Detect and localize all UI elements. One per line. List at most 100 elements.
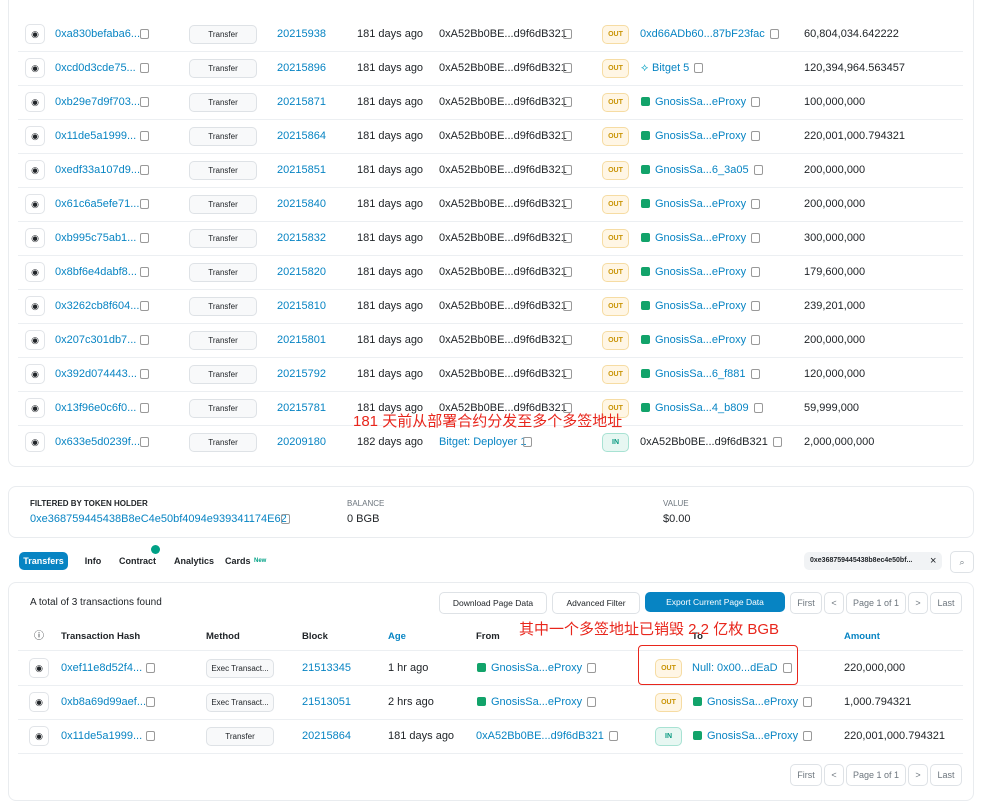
tx-hash[interactable]: 0x3262cb8f604... xyxy=(55,300,140,312)
from[interactable]: GnosisSa...eProxy xyxy=(491,662,583,674)
to[interactable]: GnosisSa...eProxy xyxy=(707,730,799,742)
pager-prev[interactable]: < xyxy=(824,592,844,614)
export-button[interactable]: Export Current Page Data xyxy=(645,592,785,612)
row-divider xyxy=(18,289,963,290)
block[interactable]: 20215864 xyxy=(277,130,326,142)
block[interactable]: 20215781 xyxy=(277,402,326,414)
copy-icon xyxy=(140,335,149,345)
search-button[interactable]: ⌕ xyxy=(950,551,974,573)
direction-badge: OUT xyxy=(602,25,629,44)
advanced-filter[interactable]: Advanced Filter xyxy=(552,592,640,614)
block[interactable]: 20215832 xyxy=(277,232,326,244)
download-button[interactable]: Download Page Data xyxy=(439,592,547,614)
view-button[interactable]: ◉ xyxy=(25,92,45,112)
view-button[interactable]: ◉ xyxy=(29,658,49,678)
tx-hash[interactable]: 0x11de5a1999... xyxy=(55,130,137,142)
pager-next[interactable]: > xyxy=(908,592,928,614)
to[interactable]: GnosisSa...eProxy xyxy=(655,96,747,108)
block[interactable]: 20215820 xyxy=(277,266,326,278)
to[interactable]: GnosisSa...eProxy xyxy=(655,300,747,312)
search-chip[interactable]: 0xe368759445438b8ec4e50bf... xyxy=(804,552,942,570)
to[interactable]: GnosisSa...eProxy xyxy=(707,696,799,708)
block[interactable]: 20215840 xyxy=(277,198,326,210)
view-button[interactable]: ◉ xyxy=(25,160,45,180)
copy-icon xyxy=(803,731,812,741)
direction-badge: OUT xyxy=(602,59,629,78)
block[interactable]: 21513051 xyxy=(302,696,351,708)
tx-hash[interactable]: 0x8bf6e4dabf8... xyxy=(55,266,137,278)
tx-hash[interactable]: 0x207c301db7... xyxy=(55,334,137,346)
to[interactable]: GnosisSa...6_3a05 xyxy=(655,164,749,176)
view-button[interactable]: ◉ xyxy=(25,330,45,350)
copy-icon xyxy=(563,301,572,311)
tx-hash[interactable]: 0x61c6a5efe71... xyxy=(55,198,140,210)
tx-hash[interactable]: 0xb995c75ab1... xyxy=(55,232,137,244)
view-button[interactable]: ◉ xyxy=(25,194,45,214)
view-button[interactable]: ◉ xyxy=(25,58,45,78)
tab[interactable]: Contract xyxy=(116,552,159,570)
tx-hash[interactable]: 0xb8a69d99aef... xyxy=(61,696,147,708)
row-divider xyxy=(18,753,963,754)
view-button[interactable]: ◉ xyxy=(25,228,45,248)
from[interactable]: 0xA52Bb0BE...d9f6dB321 xyxy=(476,730,604,742)
view-button[interactable]: ◉ xyxy=(25,398,45,418)
direction-badge: OUT xyxy=(602,263,629,282)
view-button[interactable]: ◉ xyxy=(25,296,45,316)
view-button[interactable]: ◉ xyxy=(29,692,49,712)
tab[interactable]: Transfers xyxy=(19,552,68,570)
to[interactable]: GnosisSa...4_b809 xyxy=(655,402,749,414)
from[interactable]: GnosisSa...eProxy xyxy=(491,696,583,708)
tx-hash[interactable]: 0xedf33a107d9... xyxy=(55,164,141,176)
to[interactable]: Bitget 5 xyxy=(652,62,690,74)
footer-pager-last[interactable]: Last xyxy=(930,764,962,786)
to[interactable]: GnosisSa...eProxy xyxy=(655,334,747,346)
block[interactable]: 20215810 xyxy=(277,300,326,312)
tx-hash[interactable]: 0xb29e7d9f703... xyxy=(55,96,141,108)
view-button[interactable]: ◉ xyxy=(25,432,45,452)
block[interactable]: 20215938 xyxy=(277,28,326,40)
view-button[interactable]: ◉ xyxy=(29,726,49,746)
check-icon xyxy=(151,545,160,554)
to[interactable]: GnosisSa...eProxy xyxy=(655,130,747,142)
to[interactable]: GnosisSa...eProxy xyxy=(655,266,747,278)
tx-hash[interactable]: 0x13f96e0c6f0... xyxy=(55,402,137,414)
block[interactable]: 20215792 xyxy=(277,368,326,380)
view-button[interactable]: ◉ xyxy=(25,126,45,146)
to[interactable]: Null: 0x00...dEaD xyxy=(692,662,778,674)
to[interactable]: GnosisSa...eProxy xyxy=(655,198,747,210)
tx-hash[interactable]: 0xef11e8d52f4... xyxy=(61,662,143,674)
tab[interactable]: Info xyxy=(81,552,105,570)
view-button[interactable]: ◉ xyxy=(25,24,45,44)
tab[interactable]: Cards xyxy=(225,552,277,570)
tx-hash[interactable]: 0xcd0d3cde75... xyxy=(55,62,136,74)
row-divider xyxy=(18,255,963,256)
tx-hash[interactable]: 0x633e5d0239f... xyxy=(55,436,141,448)
block[interactable]: 20209180 xyxy=(277,436,326,448)
view-button[interactable]: ◉ xyxy=(25,364,45,384)
holder-address[interactable]: 0xe368759445438B8eC4e50bf4094e939341174E… xyxy=(30,513,287,525)
tab[interactable]: Analytics xyxy=(169,552,219,570)
block[interactable]: 20215801 xyxy=(277,334,326,346)
tx-hash[interactable]: 0x11de5a1999... xyxy=(61,730,143,742)
to[interactable]: 0xd66ADb60...87bF23fac xyxy=(640,28,765,40)
block[interactable]: 20215896 xyxy=(277,62,326,74)
block[interactable]: 20215864 xyxy=(302,730,351,742)
footer-pager-prev[interactable]: < xyxy=(824,764,844,786)
block[interactable]: 20215851 xyxy=(277,164,326,176)
from: 0xA52Bb0BE...d9f6dB321 xyxy=(439,28,567,40)
to[interactable]: GnosisSa...eProxy xyxy=(655,232,747,244)
tx-hash[interactable]: 0x392d074443... xyxy=(55,368,137,380)
pager-last[interactable]: Last xyxy=(930,592,962,614)
gnosis-icon xyxy=(693,731,702,740)
amount: 220,000,000 xyxy=(844,662,906,674)
view-button[interactable]: ◉ xyxy=(25,262,45,282)
tx-hash[interactable]: 0xa830befaba6... xyxy=(55,28,141,40)
block[interactable]: 20215871 xyxy=(277,96,326,108)
copy-icon xyxy=(609,731,618,741)
footer-pager-first[interactable]: First xyxy=(790,764,822,786)
filter-panel xyxy=(8,486,974,538)
footer-pager-next[interactable]: > xyxy=(908,764,928,786)
block[interactable]: 21513345 xyxy=(302,662,351,674)
pager-first[interactable]: First xyxy=(790,592,822,614)
to[interactable]: GnosisSa...6_f881 xyxy=(655,368,746,380)
